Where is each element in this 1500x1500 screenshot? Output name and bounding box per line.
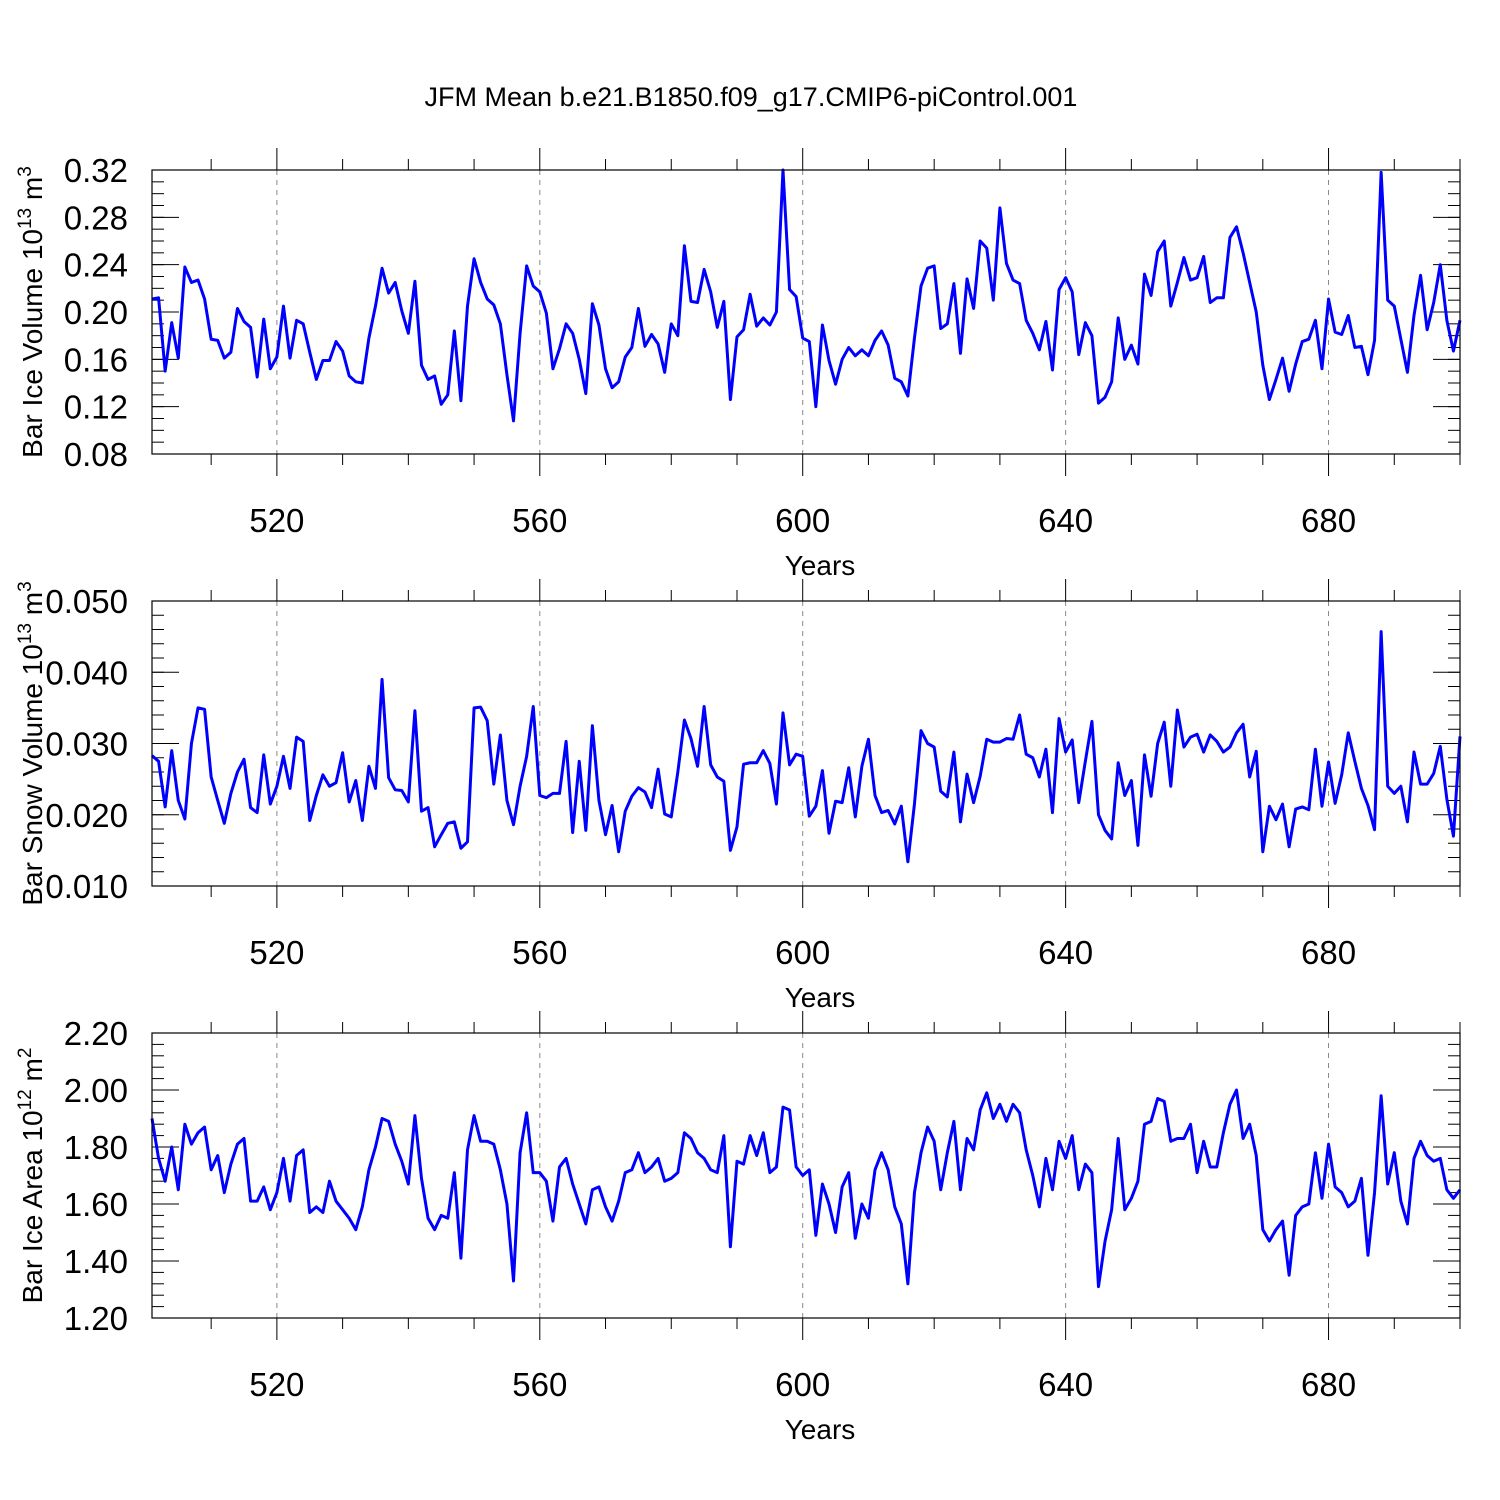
ice-volume-x-tick-label: 520 [249, 502, 304, 539]
snow-volume-x-tick-label: 680 [1301, 934, 1356, 971]
snow-volume-y-tick-label: 0.020 [45, 797, 128, 834]
ice-volume-y-axis-label-text: Bar Ice Volume 10 [17, 229, 48, 458]
ice-volume-x-axis-label: Years [785, 550, 856, 581]
snow-volume-y-axis-label: Bar Snow Volume 1013 m3 [15, 581, 48, 905]
ice-volume-y-axis-label-exp: 13 [15, 208, 36, 229]
snow-volume-panel: 0.010 0.020 0.030 0.040 0.050 520 560 600 640 680… [15, 579, 1462, 1013]
ice-volume-y-tick-label: 0.24 [64, 247, 128, 284]
ice-volume-y-tick-label: 0.12 [64, 389, 128, 426]
ice-area-panel: 1.20 1.40 1.60 1.80 2.00 2.20 520 560 600 640 680 Y… [15, 1011, 1462, 1445]
ice-area-series-line [150, 1088, 1462, 1289]
snow-volume-x-tick-label: 600 [775, 934, 830, 971]
ice-area-y-tick-label: 2.20 [64, 1015, 128, 1052]
snow-volume-series-line [151, 630, 1462, 864]
ice-area-y-tick-label: 1.40 [64, 1243, 128, 1280]
ice-volume-x-tick-label: 560 [512, 502, 567, 539]
ice-area-x-tick-label: 640 [1038, 1366, 1093, 1403]
ice-volume-x-tick-label: 640 [1038, 502, 1093, 539]
ice-area-x-tick-label: 600 [775, 1366, 830, 1403]
snow-volume-x-axis-label: Years [785, 982, 856, 1013]
snow-volume-y-tick-label: 0.030 [45, 726, 128, 763]
ice-area-y-axis-label-text: Bar Ice Area 10 [17, 1110, 48, 1303]
ice-volume-x-tick-label: 600 [775, 502, 830, 539]
snow-volume-y-tick-label: 0.050 [45, 583, 128, 620]
ice-area-x-axis-label: Years [785, 1414, 856, 1445]
panels-group: 0.08 0.12 0.16 0.20 0.24 0.28 0.32 520 560 600 640… [15, 148, 1462, 1445]
ice-volume-y-axis-label-unit: m [17, 177, 48, 208]
ice-volume-y-axis-label: Bar Ice Volume 1013 m3 [15, 166, 48, 458]
ice-area-x-tick-label: 560 [512, 1366, 567, 1403]
snow-volume-y-axis-label-unit: m [17, 592, 48, 623]
ice-area-y-tick-label: 1.20 [64, 1300, 128, 1337]
ice-volume-y-tick-label: 0.32 [64, 152, 128, 189]
ice-volume-y-axis-label-unit-exp: 3 [15, 166, 36, 177]
ice-volume-series-line [151, 168, 1462, 423]
snow-volume-y-tick-label: 0.040 [45, 654, 128, 691]
snow-volume-x-tick-label: 520 [249, 934, 304, 971]
ice-area-y-axis-label-unit-exp: 2 [15, 1048, 36, 1059]
ice-volume-y-tick-label: 0.28 [64, 199, 128, 236]
ice-area-y-tick-label: 1.80 [64, 1129, 128, 1166]
snow-volume-y-axis-label-text: Bar Snow Volume 10 [17, 644, 48, 906]
ice-area-plot-frame [151, 1032, 1461, 1319]
snow-volume-y-axis-label-exp: 13 [15, 623, 36, 644]
snow-volume-x-tick-label: 640 [1038, 934, 1093, 971]
ice-volume-x-tick-label: 680 [1301, 502, 1356, 539]
ice-area-x-tick-label: 520 [249, 1366, 304, 1403]
ice-area-x-tick-label: 680 [1301, 1366, 1356, 1403]
ice-area-y-axis-label-exp: 12 [15, 1089, 36, 1110]
ice-area-y-axis-label: Bar Ice Area 1012 m2 [15, 1048, 48, 1304]
ice-area-y-tick-label: 2.00 [64, 1072, 128, 1109]
snow-volume-y-axis-label-unit-exp: 3 [15, 581, 36, 592]
figure-title: JFM Mean b.e21.B1850.f09_g17.CMIP6-piCon… [425, 82, 1078, 112]
ice-volume-y-tick-label: 0.16 [64, 341, 128, 378]
snow-volume-y-tick-label: 0.010 [45, 868, 128, 905]
ice-volume-y-tick-label: 0.08 [64, 436, 128, 473]
ice-area-y-axis-label-unit: m [17, 1058, 48, 1089]
snow-volume-x-tick-label: 560 [512, 934, 567, 971]
ice-volume-panel: 0.08 0.12 0.16 0.20 0.24 0.28 0.32 520 560 600 640… [15, 148, 1462, 581]
ice-area-y-tick-label: 1.60 [64, 1186, 128, 1223]
snow-volume-plot-frame [151, 600, 1461, 887]
ice-volume-plot-frame [151, 169, 1461, 455]
ice-volume-y-tick-label: 0.20 [64, 294, 128, 331]
